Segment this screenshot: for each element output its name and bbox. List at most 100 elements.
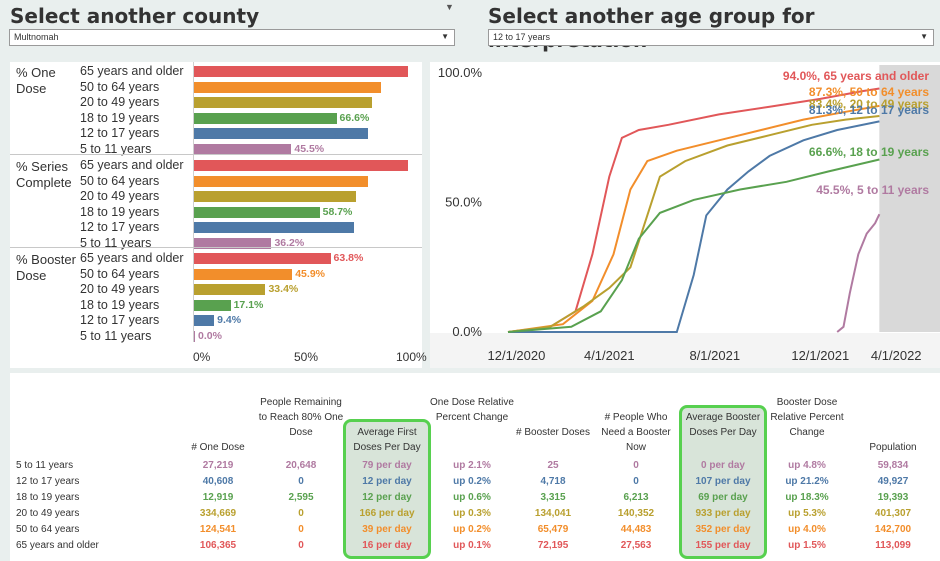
table-cell: up 0.3% xyxy=(453,508,491,519)
y-tick-label: 100.0% xyxy=(438,65,483,80)
table-cell: 107 per day xyxy=(695,476,751,487)
series-line-5-to-11-years xyxy=(836,213,881,333)
table-cell: 140,352 xyxy=(617,508,655,519)
chevron-down-icon: ▼ xyxy=(441,32,449,41)
bar-row-label: 20 to 49 years xyxy=(80,282,160,297)
bar-value-label: 9.4% xyxy=(217,314,242,327)
first-dose-highlight xyxy=(343,419,431,559)
bar-value-label: 36.2% xyxy=(274,237,305,249)
table-cell: 59,834 xyxy=(877,460,909,471)
bar[interactable] xyxy=(194,144,292,155)
bar-value-label: 45.5% xyxy=(294,143,325,155)
bar[interactable] xyxy=(194,315,215,327)
menu-caret-icon[interactable]: ▼ xyxy=(445,2,454,12)
x-tick-label: 12/1/2021 xyxy=(791,348,849,363)
table-header: # People Who Need a Booster Now xyxy=(601,412,671,453)
table-cell: 19,393 xyxy=(877,492,909,503)
table-cell: 142,700 xyxy=(874,524,912,535)
bar-group-label: % Booster Dose xyxy=(16,252,76,283)
series-end-label: 87.3%, 50 to 64 years xyxy=(809,85,929,99)
table-row-label: 50 to 64 years xyxy=(16,524,80,535)
bar[interactable] xyxy=(194,222,355,234)
bar[interactable] xyxy=(194,160,408,171)
table-cell: 16 per day xyxy=(362,540,412,551)
table-cell: 79 per day xyxy=(362,460,412,471)
bar[interactable] xyxy=(194,97,373,109)
bar[interactable] xyxy=(194,175,368,187)
table-cell: 134,041 xyxy=(534,508,572,519)
bar[interactable] xyxy=(194,112,337,124)
dose-bar-chart: % One Dose 65 years and older 50 to 64 yea… xyxy=(10,62,427,368)
table-cell: 334,669 xyxy=(199,508,237,519)
series-line-50-to-64-years xyxy=(507,104,880,333)
y-tick-label: 50.0% xyxy=(445,195,482,210)
bar-row-label: 5 to 11 years xyxy=(80,329,152,343)
table-cell: up 0.6% xyxy=(453,492,491,503)
table-cell: 933 per day xyxy=(695,508,751,519)
bar-value-label: 58.7% xyxy=(322,205,353,218)
x-axis-band xyxy=(430,333,940,368)
table-row-label: 65 years and older xyxy=(16,540,99,551)
table-cell: 0 xyxy=(298,508,304,519)
bar[interactable] xyxy=(194,238,272,249)
table-cell: 113,099 xyxy=(875,540,911,551)
bar[interactable] xyxy=(194,284,266,296)
table-cell: 155 per day xyxy=(695,540,751,551)
series-end-label: 66.6%, 18 to 19 years xyxy=(809,145,929,159)
summary-table: # One Dose People Remaining to Reach 80% … xyxy=(10,373,940,561)
bar[interactable] xyxy=(194,331,195,342)
bar-row-label: 50 to 64 years xyxy=(80,79,160,94)
county-dropdown-value: Multnomah xyxy=(14,32,59,42)
bar-value-label: 74.9% xyxy=(320,221,351,234)
bar[interactable] xyxy=(194,299,231,311)
bar[interactable] xyxy=(194,253,331,264)
table-cell: 12,919 xyxy=(202,492,234,503)
county-dropdown[interactable]: Multnomah ▼ xyxy=(9,29,455,46)
series-end-label: 94.0%, 65 years and older xyxy=(783,69,929,83)
table-cell: 20,648 xyxy=(285,460,317,471)
bar-value-label: 75.5% xyxy=(321,190,352,203)
table-cell: up 2.1% xyxy=(453,460,491,471)
table-cell: up 0.2% xyxy=(453,476,491,487)
table-row-label: 20 to 49 years xyxy=(16,508,80,519)
bar-group-divider xyxy=(10,247,422,248)
bar-axis-line xyxy=(193,62,194,342)
bar-row-label: 65 years and older xyxy=(80,64,184,78)
series-end-label: 81.3%, 12 to 17 years xyxy=(809,103,929,117)
bar-group-divider xyxy=(10,154,422,155)
table-cell: 0 xyxy=(298,476,304,487)
table-header: # Booster Doses xyxy=(516,427,590,438)
bar-row-label: 65 years and older xyxy=(80,251,184,265)
table-cell: up 1.5% xyxy=(788,540,826,551)
bar[interactable] xyxy=(194,66,408,77)
table-cell: 0 xyxy=(633,460,639,471)
bar[interactable] xyxy=(194,128,368,140)
booster-highlight xyxy=(679,405,767,559)
bar-row-label: 50 to 64 years xyxy=(80,266,160,281)
bar-value-label: 81.3% xyxy=(333,127,364,140)
table-cell: 49,927 xyxy=(877,476,909,487)
y-tick-label: 0.0% xyxy=(452,324,482,339)
cumulative-line-chart: 100.0% 50.0% 0.0% 12/1/2020 4/1/2021 8/1/2021… xyxy=(430,62,940,368)
bar-value-label: 83.4% xyxy=(338,96,369,109)
bar-value-label: 63.8% xyxy=(333,252,364,264)
bar-row-label: 18 to 19 years xyxy=(80,204,160,219)
bar[interactable] xyxy=(194,81,381,93)
table-cell: 12 per day xyxy=(362,492,412,503)
bar[interactable] xyxy=(194,206,320,218)
bar-value-label: 45.9% xyxy=(295,267,325,280)
table-cell: 39 per day xyxy=(362,524,412,535)
bar[interactable] xyxy=(194,268,293,280)
bar-value-label: 33.4% xyxy=(268,283,299,296)
bar-row-label: 12 to 17 years xyxy=(80,126,160,141)
table-header: Booster Dose Relative Percent Change xyxy=(770,397,844,438)
bar-row-label: 65 years and older xyxy=(80,158,184,172)
bar[interactable] xyxy=(194,191,356,203)
bar-row-label: 12 to 17 years xyxy=(80,313,160,328)
projection-region xyxy=(879,65,940,332)
table-cell: 106,365 xyxy=(199,540,237,551)
table-cell: 352 per day xyxy=(695,524,751,535)
table-cell: 27,219 xyxy=(202,460,234,471)
age-group-dropdown[interactable]: 12 to 17 years ▼ xyxy=(488,29,934,46)
bar-row-label: 12 to 17 years xyxy=(80,220,160,235)
